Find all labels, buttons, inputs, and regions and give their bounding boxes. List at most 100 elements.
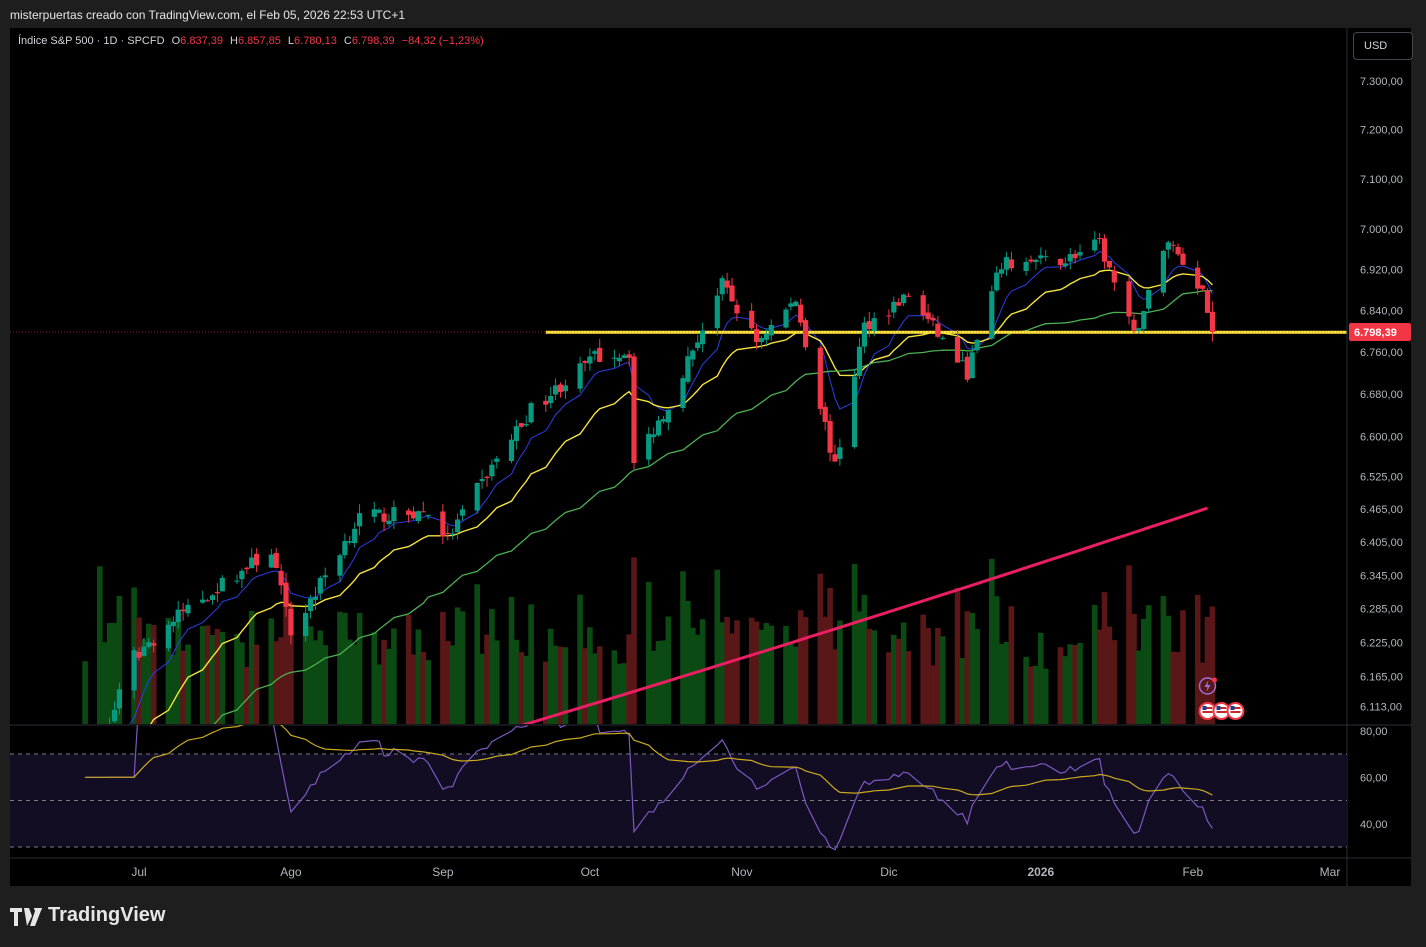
volume-bar — [219, 631, 226, 724]
candle — [391, 507, 397, 522]
candle — [254, 553, 260, 566]
candle — [891, 301, 897, 313]
moving-average-line — [213, 290, 1213, 724]
candle — [116, 689, 122, 709]
volume-bar — [959, 658, 966, 724]
volume-bar — [391, 628, 397, 724]
volume-bar — [650, 650, 657, 724]
candle — [690, 350, 696, 360]
volume-bar — [351, 644, 358, 724]
candle — [508, 439, 515, 461]
flag-stripe — [1230, 711, 1241, 713]
candle — [695, 342, 701, 349]
volume-bar — [851, 563, 858, 724]
volume-bar — [508, 597, 515, 724]
flag-canton — [1202, 706, 1207, 710]
candle — [337, 555, 343, 576]
volume-bar — [856, 611, 863, 724]
candle — [165, 624, 171, 649]
last-price-label: 6.798,39 — [1354, 327, 1397, 339]
price-tick-label: 6.465,00 — [1360, 504, 1403, 516]
volume-bar — [694, 634, 701, 724]
rsi-tick-label: 60,00 — [1360, 772, 1388, 784]
last-price-tag — [1349, 323, 1411, 341]
volume-bar — [253, 644, 260, 724]
volume-bar — [518, 652, 525, 724]
volume-bar — [1028, 666, 1034, 724]
candle — [1131, 319, 1137, 331]
volume-bar — [783, 625, 789, 724]
rsi-layer — [85, 725, 1213, 851]
candle — [700, 330, 706, 345]
volume-bar — [248, 611, 255, 724]
open-value: 6.837,39 — [180, 35, 223, 47]
candle — [450, 533, 456, 535]
rsi-tick-label: 80,00 — [1360, 726, 1388, 738]
volume-bar — [886, 652, 892, 724]
candle — [930, 318, 936, 321]
candle — [837, 447, 843, 459]
volume-bar — [989, 558, 995, 724]
candle — [489, 464, 495, 477]
volume-bar — [905, 651, 912, 724]
candle — [798, 304, 804, 323]
volume-bar — [993, 596, 1000, 724]
volume-bar — [106, 623, 113, 724]
candle — [1057, 259, 1063, 266]
volume-bar — [1111, 640, 1118, 724]
candle — [597, 347, 603, 362]
candle — [1003, 257, 1010, 270]
candle — [1180, 253, 1186, 265]
volume-bar — [337, 611, 343, 724]
volume-bar — [101, 642, 108, 724]
open-label: O — [171, 35, 181, 47]
volume-bar — [513, 639, 520, 724]
volume-bar — [920, 614, 926, 724]
currency-button[interactable]: USD — [1353, 32, 1413, 60]
candle — [1043, 256, 1049, 258]
volume-bar — [788, 643, 794, 724]
candle — [543, 400, 549, 405]
candle — [964, 356, 970, 380]
volume-bar — [562, 647, 569, 724]
volume-bar — [871, 630, 877, 724]
close-value: 6.798,39 — [351, 35, 395, 47]
volume-bar — [935, 628, 941, 724]
flag-stripe — [1202, 711, 1213, 713]
volume-bar — [626, 634, 632, 724]
volume-bar — [317, 630, 324, 724]
volume-bar — [1042, 668, 1049, 724]
candle — [406, 510, 412, 515]
flag-stripe — [1216, 711, 1227, 713]
volume-bar — [288, 602, 294, 724]
volume-bar — [1033, 665, 1039, 724]
time-tick-label: Feb — [1182, 865, 1203, 879]
volume-bar — [371, 632, 378, 724]
candle — [1175, 246, 1181, 255]
candle — [905, 295, 912, 297]
candle — [273, 553, 279, 568]
candle — [209, 595, 216, 600]
volume-bar — [376, 664, 382, 724]
candle — [107, 725, 112, 734]
candle — [553, 385, 559, 395]
volume-bar — [802, 617, 809, 724]
volume-bar — [209, 635, 216, 724]
event-flash-ring — [1198, 677, 1217, 695]
high-label: H — [230, 35, 238, 47]
volume-bar — [1126, 565, 1132, 724]
candle — [548, 396, 554, 404]
tradingview-logo-icon — [10, 908, 42, 926]
volume-bar — [146, 623, 152, 724]
candle — [518, 423, 524, 427]
candle — [205, 600, 211, 602]
candle — [920, 295, 926, 316]
candle — [249, 557, 255, 569]
candle — [935, 323, 941, 337]
candle — [1170, 244, 1176, 246]
candle — [582, 361, 588, 363]
volume-bar — [244, 667, 250, 724]
volume-bar — [1199, 662, 1206, 724]
chart-title: misterpuertas creado con TradingView.com… — [10, 8, 405, 22]
